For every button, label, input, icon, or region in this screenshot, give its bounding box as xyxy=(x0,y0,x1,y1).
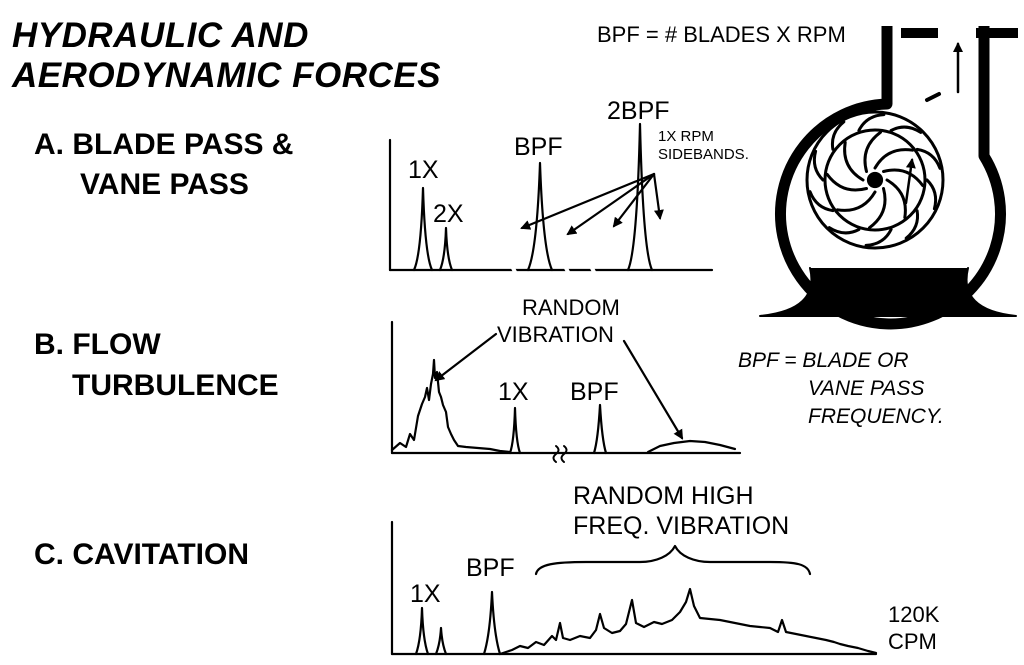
centrifugal-pump-drawing xyxy=(759,26,1018,330)
c-1x-label: 1X xyxy=(410,580,441,608)
a-2x-peak xyxy=(438,226,454,272)
b-axis-break-symbol xyxy=(552,445,568,463)
b-random-label-line-1: RANDOM xyxy=(522,295,620,320)
sidebands-label-line-2: SIDEBANDS. xyxy=(658,146,749,163)
volute-tongue xyxy=(925,92,941,102)
axis-end-label-line-1: 120K xyxy=(888,602,940,627)
diffuser-vane xyxy=(857,113,886,132)
diffuser-vane xyxy=(827,226,861,235)
impeller-vane xyxy=(885,178,907,220)
impeller-vane xyxy=(835,190,877,212)
diffuser-vane xyxy=(925,178,938,211)
impeller-hub xyxy=(866,171,884,189)
diffuser-vane xyxy=(830,120,846,151)
spectrum-c xyxy=(390,520,878,656)
a-2x-label: 2X xyxy=(433,200,464,228)
c-bpf-label: BPF xyxy=(466,554,515,582)
impeller-vane xyxy=(863,130,882,173)
c-random-label-line-1: RANDOM HIGH xyxy=(573,482,754,510)
b-bpf-label: BPF xyxy=(570,378,619,406)
diffuser-vanes xyxy=(808,113,942,247)
a-2bpf-label: 2BPF xyxy=(607,97,670,125)
section-b-title-line-1: B. FLOW xyxy=(34,328,161,361)
bpf-definition-line-2: VANE PASS xyxy=(808,377,925,400)
section-b-title-line-2: TURBULENCE xyxy=(72,369,279,402)
section-c-title: C. CAVITATION xyxy=(34,538,249,571)
impeller-vane xyxy=(843,140,865,182)
spectrum-b xyxy=(390,320,742,463)
bpf-formula: BPF = # BLADES X RPM xyxy=(597,22,846,47)
impeller-shroud xyxy=(823,128,927,232)
random-high-freq-brace xyxy=(534,544,812,576)
b-1x-label: 1X xyxy=(498,378,529,406)
axis-end-label-line-2: CPM xyxy=(888,629,937,654)
b-random-label-line-2: VIBRATION xyxy=(497,322,614,347)
diffuser-vane xyxy=(808,190,835,213)
diffuser-vane xyxy=(904,209,920,240)
diffuser-vane xyxy=(864,228,893,247)
a-bpf-label: BPF xyxy=(514,133,563,161)
a-bpf-peak xyxy=(526,161,554,272)
random-vibration-arrow-right xyxy=(622,339,684,440)
section-a-title-line-1: A. BLADE PASS & xyxy=(34,128,294,161)
bpf-definition-line-3: FREQUENCY. xyxy=(808,405,944,428)
impeller-ring xyxy=(805,110,945,250)
bpf-definition-line-1: BPF = BLADE OR xyxy=(738,349,909,372)
b-high-freq-hump xyxy=(646,439,737,454)
a-1x-label: 1X xyxy=(408,156,439,184)
spectrum-a xyxy=(388,122,714,274)
c-high-freq-noise xyxy=(498,587,878,656)
b-bpf-peak xyxy=(592,403,608,455)
rotation-arrow xyxy=(904,158,916,205)
c-2x-peak xyxy=(434,626,448,656)
diffuser-vane xyxy=(889,125,923,134)
impeller-vanes xyxy=(825,130,925,230)
a-2bpf-peak xyxy=(626,122,654,272)
impeller-vane xyxy=(873,148,915,170)
sideband-arrows xyxy=(520,172,664,236)
diffuser-vane xyxy=(812,149,825,182)
a-baseline-breaks xyxy=(511,266,596,274)
impeller-vane xyxy=(882,168,925,187)
sidebands-label-line-1: 1X RPM xyxy=(658,128,714,145)
title-line-2: AERODYNAMIC FORCES xyxy=(12,56,442,95)
impeller-vane xyxy=(868,187,887,230)
impeller-vane xyxy=(825,173,868,192)
pump-base xyxy=(759,267,1017,317)
b-turbulence-hump xyxy=(390,358,512,454)
title-line-1: HYDRAULIC AND xyxy=(12,16,309,55)
random-vibration-arrow-left xyxy=(434,332,498,382)
c-random-label-line-2: FREQ. VIBRATION xyxy=(573,512,790,540)
section-a-title-line-2: VANE PASS xyxy=(80,168,249,201)
a-1x-peak xyxy=(412,186,434,272)
c-bpf-peak xyxy=(482,590,502,656)
c-1x-peak xyxy=(414,606,430,656)
diffuser-vane xyxy=(915,147,942,170)
b-1x-peak xyxy=(508,406,522,455)
